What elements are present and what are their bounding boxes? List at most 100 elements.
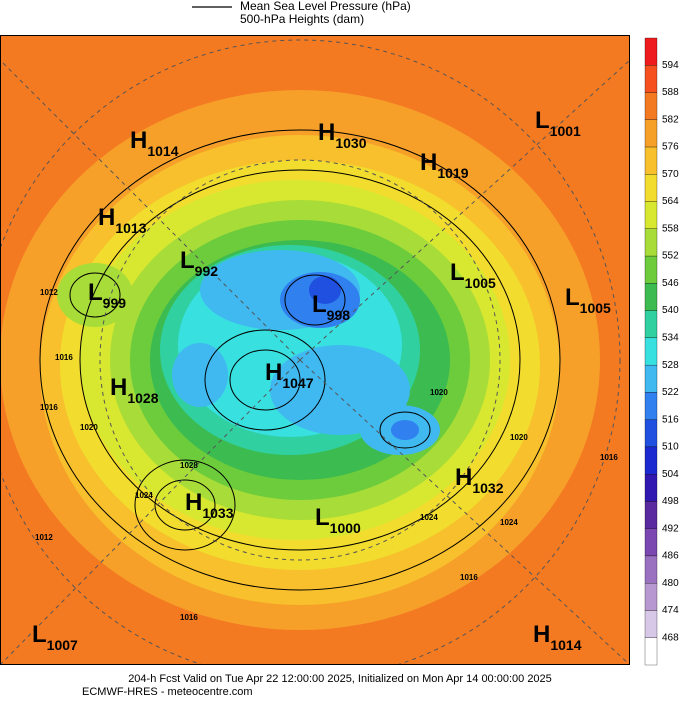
pressure-center-value: 1000 [330,520,361,536]
colorbar-label: 480 [662,578,679,589]
pressure-center-letter: L [88,279,103,306]
colorbar-label: 576 [662,142,679,153]
colorbar-label: 582 [662,114,679,125]
pressure-center-value: 1019 [437,165,468,181]
pressure-center-letter: H [98,204,115,231]
pressure-center-value: 992 [195,263,219,279]
pressure-center-value: 1005 [580,300,611,316]
isobar-label: 1016 [600,453,618,462]
pressure-center-value: 1013 [115,220,146,236]
pressure-center-letter: H [533,621,550,648]
pressure-center-letter: H [130,127,147,154]
pressure-center-value: 1030 [335,135,366,151]
colorbar-label: 486 [662,551,679,562]
isobar-label: 1024 [420,513,438,522]
map-field [0,35,630,665]
colorbar-label: 564 [662,196,679,207]
colorbar-label: 474 [662,605,679,616]
isobar-label: 1024 [135,491,153,500]
colorbar-band [644,146,658,175]
map-frame [0,35,630,665]
isobar-label: 1016 [55,353,73,362]
footer-text: 204-h Fcst Valid on Tue Apr 22 12:00:00 … [128,673,552,685]
pressure-center-value: 1007 [47,637,78,653]
colorbar-label: 540 [662,305,679,316]
colorbar-band [644,201,658,229]
pressure-center-letter: L [32,621,47,648]
colorbar-label: 492 [662,523,679,534]
pressure-center-letter: H [185,489,202,516]
pressure-center-letter: H [265,359,282,386]
colorbar-band [644,392,658,420]
pressure-center-value: 1014 [550,637,581,653]
colorbar-band [644,501,658,529]
pressure-center-letter: L [450,259,465,286]
isobar-label: 1020 [510,433,528,442]
footer-text: ECMWF-HRES - meteocentre.com [82,686,253,698]
legend-label: Mean Sea Level Pressure (hPa) [240,0,411,13]
isobar-label: 1020 [80,423,98,432]
colorbar-band [644,364,658,393]
isobar-label: 1012 [35,533,53,542]
colorbar-band [644,555,658,584]
pressure-center-value: 1001 [550,123,581,139]
colorbar-label: 522 [662,387,679,398]
pressure-center-letter: H [110,374,127,401]
colorbar-band [644,174,658,202]
pressure-center-letter: L [312,291,327,318]
colorbar-band [644,37,658,66]
colorbar-label: 528 [662,360,679,371]
colorbar-band [644,419,658,448]
colorbar-band [644,474,658,502]
colorbar-band [644,637,658,666]
pressure-center-value: 1032 [472,480,503,496]
colorbar-label: 546 [662,278,679,289]
colorbar-band [644,119,658,148]
colorbar-label: 510 [662,442,679,453]
isobar-label: 1028 [180,461,198,470]
colorbar-band [644,446,658,475]
pressure-center-value: 1033 [202,505,233,521]
pressure-center-value: 1014 [147,143,178,159]
pressure-center-letter: L [565,284,580,311]
colorbar-band [644,337,658,366]
colorbar-band [644,255,658,284]
colorbar-label: 468 [662,632,679,643]
pressure-center-value: 1005 [465,275,496,291]
colorbar-label: 498 [662,496,679,507]
colorbar-label: 552 [662,251,679,262]
colorbar-band [644,283,658,311]
legend-label: 500-hPa Heights (dam) [240,12,364,26]
pressure-center-letter: H [420,149,437,176]
pressure-center-letter: H [455,464,472,491]
pressure-center-value: 998 [327,307,351,323]
colorbar-band [644,65,658,93]
colorbar-band [644,583,658,611]
colorbar-band [644,528,658,557]
colorbar-band [644,92,658,120]
colorbar-label: 516 [662,414,679,425]
colorbar-label: 594 [662,60,679,71]
isobar-label: 1024 [500,518,518,527]
pressure-center-letter: H [318,119,335,146]
isobar-label: 1020 [430,388,448,397]
colorbar-label: 558 [662,223,679,234]
isobar-label: 1016 [460,573,478,582]
colorbar-band [644,228,658,257]
colorbar-label: 570 [662,169,679,180]
isobar-label: 1016 [40,403,58,412]
colorbar-band [644,310,658,339]
colorbar-band [644,610,658,638]
pressure-center-value: 1028 [127,390,158,406]
isobar-label: 1016 [180,613,198,622]
pressure-center-letter: L [180,247,195,274]
colorbar-label: 534 [662,333,679,344]
colorbar-label: 504 [662,469,679,480]
isobar-label: 1012 [40,288,58,297]
pressure-center-letter: L [315,504,330,531]
pressure-center-value: 999 [103,295,127,311]
colorbar-label: 588 [662,87,679,98]
pressure-center-letter: L [535,107,550,134]
pressure-center-value: 1047 [282,375,313,391]
